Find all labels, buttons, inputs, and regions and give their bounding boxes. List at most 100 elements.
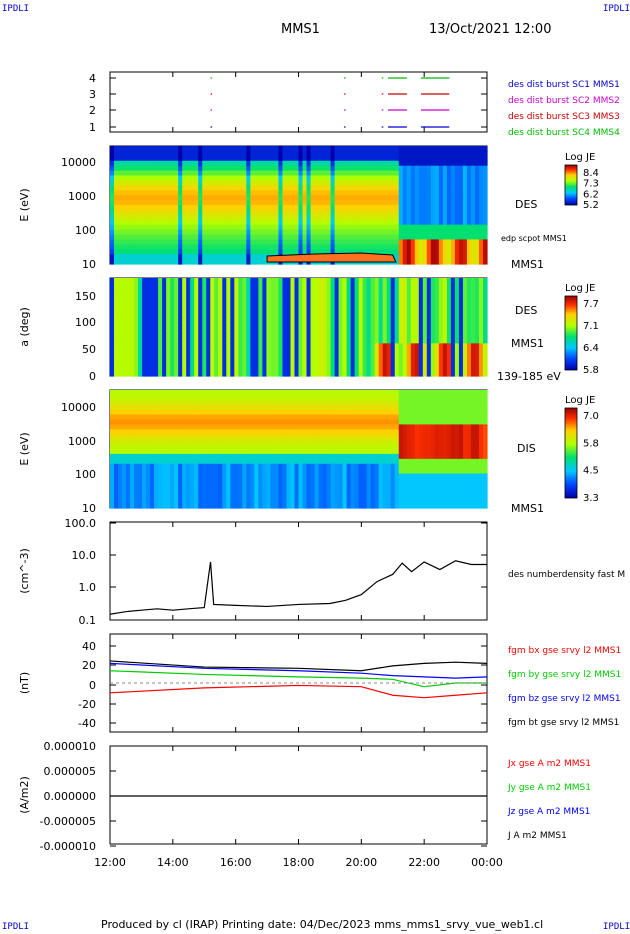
- spectrogram-cell: [250, 278, 255, 283]
- spectrogram-cell: [178, 229, 183, 236]
- spectrogram-cell: [294, 306, 300, 312]
- spectrogram-cell: [226, 359, 231, 365]
- spectrogram-cell: [174, 185, 179, 191]
- spectrogram-cell: [326, 234, 332, 241]
- spectrogram-cell: [254, 294, 259, 300]
- spectrogram-cell: [114, 224, 119, 231]
- spectrogram-cell: [454, 302, 460, 308]
- spectrogram-cell: [170, 160, 175, 167]
- spectrogram-cell: [290, 195, 296, 201]
- spectrogram-cell: [334, 175, 340, 182]
- spectrogram-cell: [194, 185, 199, 191]
- spectrogram-cell: [318, 327, 324, 332]
- spectrogram-cell: [146, 146, 151, 152]
- spectrogram-cell: [134, 278, 139, 283]
- spectrogram-cell: [290, 175, 296, 182]
- spectrogram-cell: [282, 229, 288, 236]
- spectrogram-cell: [274, 244, 280, 250]
- spectrogram-cell: [390, 234, 396, 241]
- spectrogram-cell: [374, 229, 380, 236]
- spectrogram-cell: [482, 302, 488, 308]
- spectrogram-cell: [134, 302, 139, 308]
- spectrogram-cell: [286, 327, 292, 332]
- spectrogram-cell: [378, 209, 384, 216]
- spectrogram-cell: [354, 146, 360, 152]
- spectrogram-cell: [286, 359, 292, 365]
- spectrogram-cell: [118, 483, 123, 489]
- spectrogram-cell: [178, 249, 183, 255]
- spectrogram-cell: [258, 298, 264, 304]
- spectrogram-cell: [274, 363, 280, 369]
- spectrogram-cell: [178, 209, 183, 216]
- spectrogram-cell: [226, 249, 231, 255]
- spectrogram-cell: [142, 214, 147, 221]
- spectrogram-cell: [246, 306, 251, 312]
- spectrogram-cell: [362, 318, 368, 324]
- spectrogram-cell: [210, 347, 215, 353]
- spectrogram-cell: [318, 165, 324, 172]
- spectrogram-cell: [446, 254, 452, 260]
- spectrogram-cell: [370, 175, 376, 182]
- spectrogram-cell: [122, 214, 127, 221]
- spectrogram-cell: [190, 165, 195, 172]
- spectrogram-cell: [374, 306, 380, 312]
- spectrogram-cell: [386, 219, 392, 226]
- spectrogram-cell: [190, 214, 195, 221]
- spectrogram-cell: [170, 286, 175, 291]
- spectrogram-cell: [330, 347, 336, 353]
- spectrogram-cell: [450, 359, 456, 365]
- spectrogram-cell: [422, 347, 428, 353]
- spectrogram-cell: [262, 347, 268, 353]
- spectrogram-cell: [302, 351, 308, 357]
- spectrogram-cell: [170, 175, 175, 182]
- spectrogram-cell: [170, 239, 175, 245]
- spectrogram-cell: [326, 278, 332, 283]
- spectrogram-cell: [122, 322, 127, 328]
- spectrogram-cell: [342, 185, 348, 191]
- spectrogram-cell: [298, 302, 304, 308]
- spectrogram-cell: [254, 165, 259, 172]
- spectrogram-cell: [142, 314, 147, 320]
- spectrogram-cell: [274, 351, 280, 357]
- spectrogram-cell: [202, 200, 207, 206]
- spectrogram-cell: [126, 453, 131, 460]
- spectrogram-cell: [470, 254, 476, 260]
- spectrogram-cell: [194, 331, 199, 336]
- spectrogram-cell: [278, 185, 284, 191]
- spectrogram-cell: [418, 363, 424, 369]
- spectrogram-cell: [318, 224, 324, 231]
- spectrogram-cell: [210, 310, 215, 316]
- spectrogram-cell: [370, 224, 376, 231]
- spectrogram-cell: [406, 294, 412, 300]
- spectrogram-cell: [322, 359, 328, 365]
- spectrogram-cell: [206, 298, 211, 304]
- spectrogram-cell: [262, 359, 268, 365]
- spectrogram-cell: [282, 294, 288, 300]
- spectrogram-cell: [306, 278, 312, 283]
- spectrogram-cell: [390, 318, 396, 324]
- spectrogram-cell: [134, 180, 139, 186]
- spectrogram-cell: [174, 363, 179, 369]
- spectrogram-cell: [474, 278, 480, 283]
- spectrogram-cell: [122, 468, 127, 475]
- spectrogram-cell: [438, 170, 444, 177]
- spectrogram-cell: [150, 294, 155, 300]
- spectrogram-cell: [278, 205, 284, 211]
- spectrogram-cell: [278, 302, 284, 308]
- spectrogram-cell: [422, 205, 428, 211]
- spectrogram-cell: [414, 302, 420, 308]
- spectrogram-cell: [222, 185, 227, 191]
- spectrogram-cell: [314, 306, 320, 312]
- spectrogram-cell: [442, 209, 448, 216]
- spectrogram-cell: [130, 439, 135, 445]
- spectrogram-cell: [410, 185, 416, 191]
- spectrogram-cell: [150, 155, 155, 162]
- spectrogram-cell: [354, 234, 360, 241]
- spectrogram-cell: [454, 170, 460, 177]
- spectrogram-cell: [138, 483, 143, 489]
- spectrogram-cell: [466, 290, 472, 295]
- spectrogram-cell: [214, 363, 219, 369]
- spectrogram-cell: [294, 214, 300, 221]
- spectrogram-cell: [398, 347, 404, 353]
- spectrogram-cell: [374, 219, 380, 226]
